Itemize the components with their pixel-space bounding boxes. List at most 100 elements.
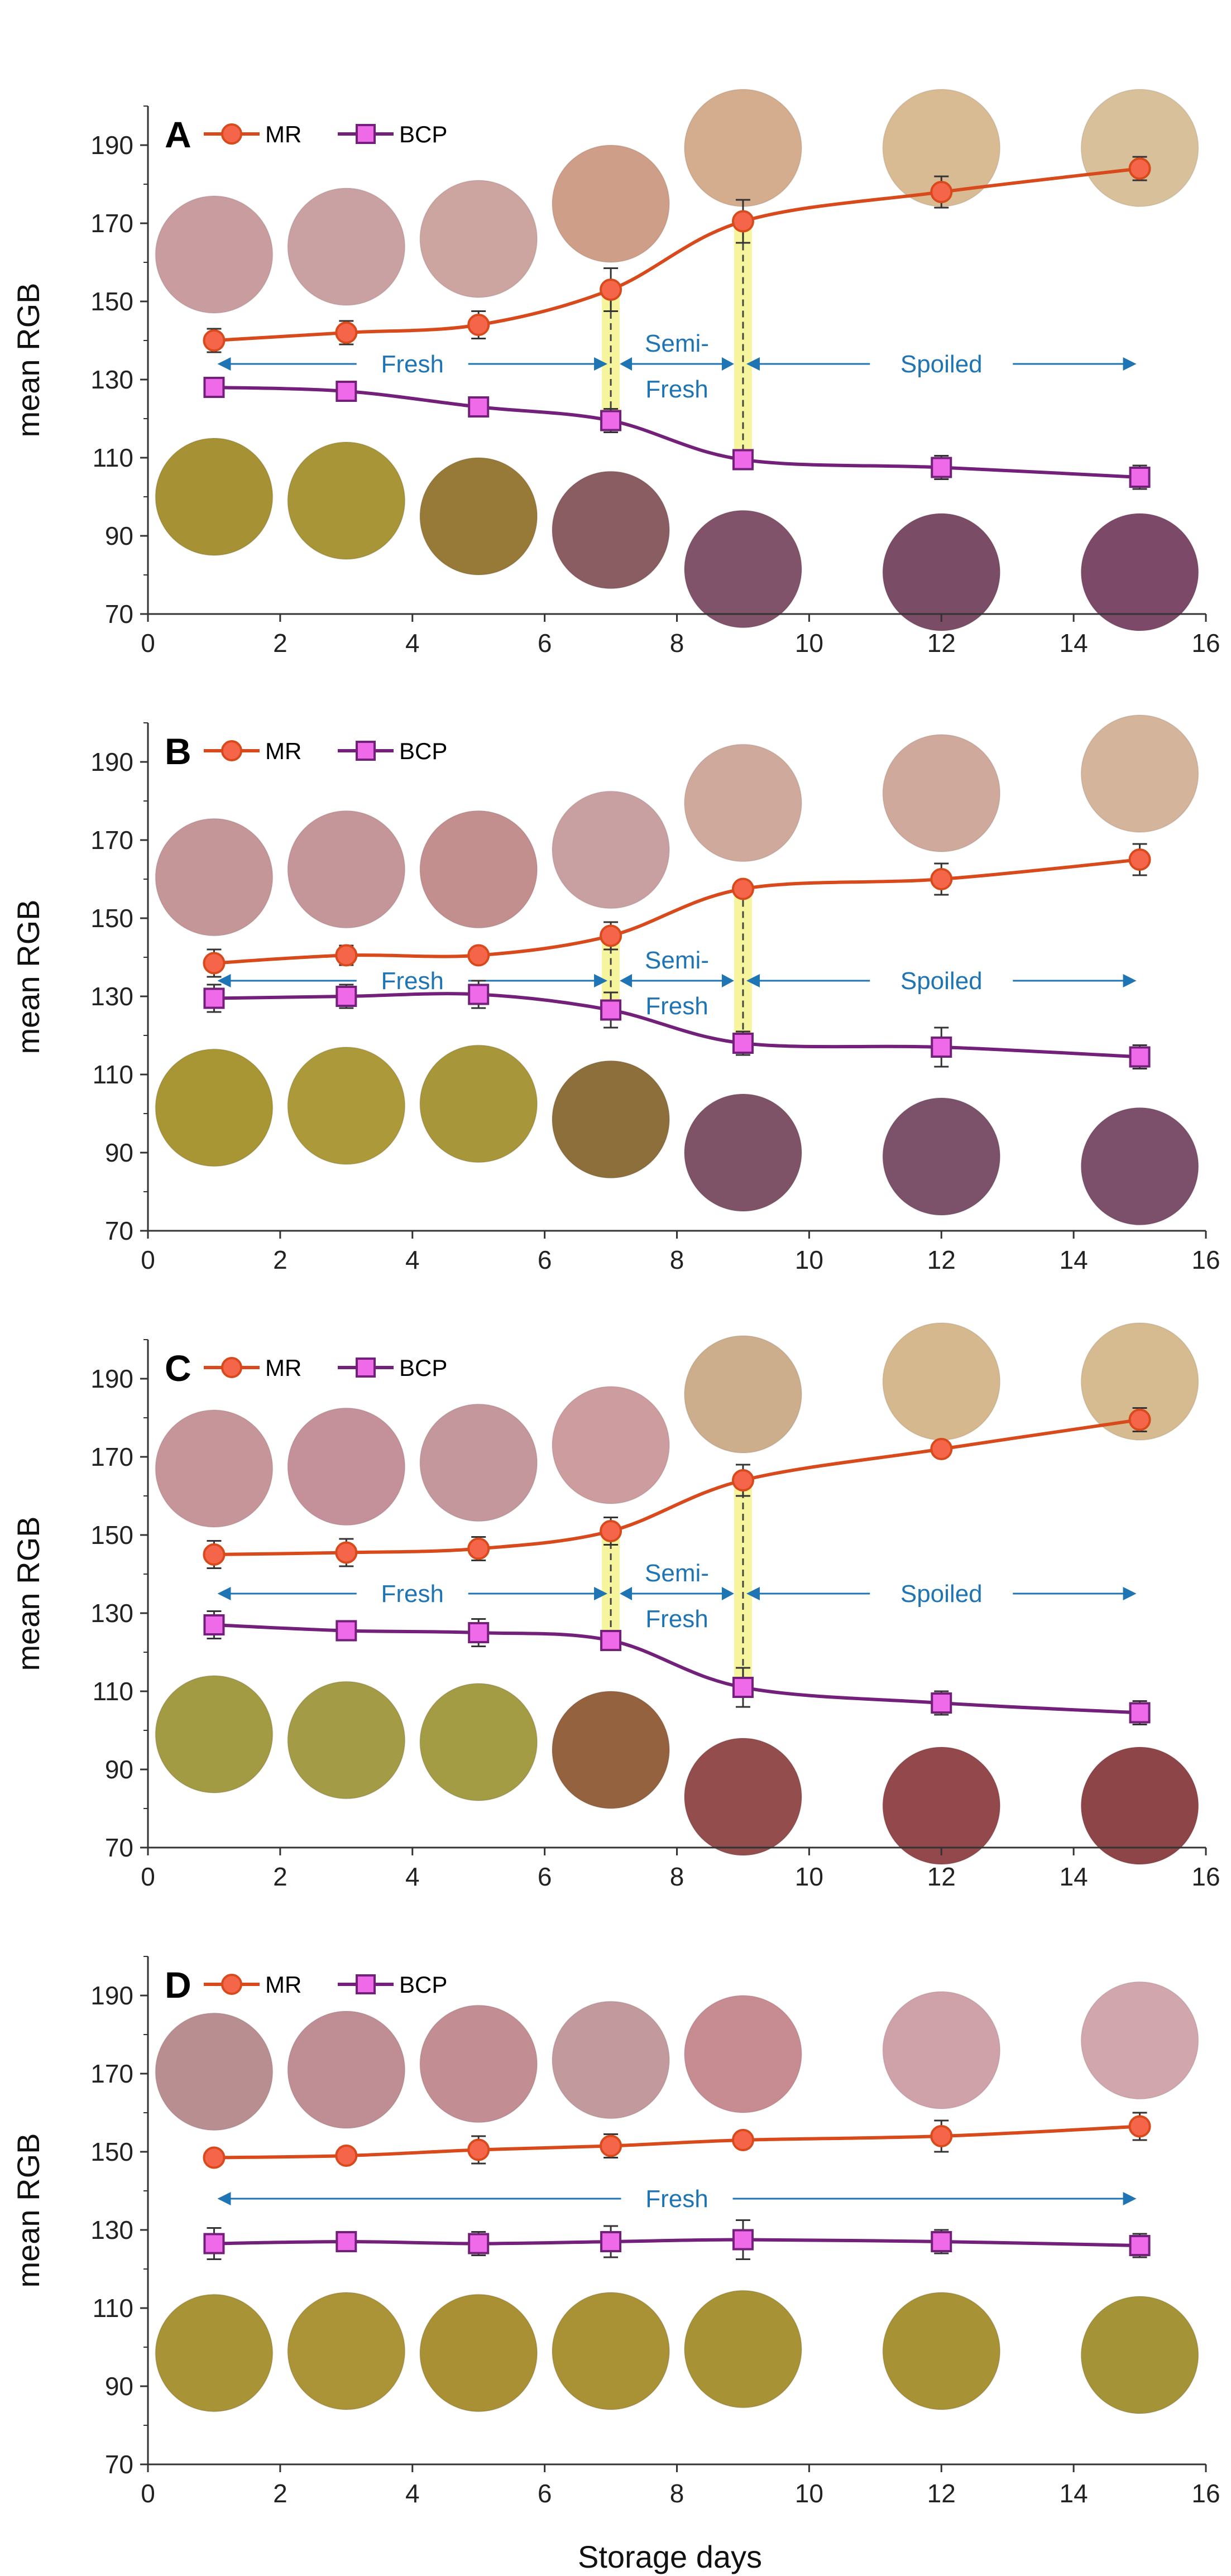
mr-swatch-image	[683, 1995, 802, 2113]
x-tick-label: 2	[273, 1245, 288, 1274]
mr-swatch-image	[419, 1403, 538, 1522]
x-tick-label: 10	[795, 1862, 823, 1891]
y-tick-label: 150	[90, 1520, 133, 1550]
bcp-swatch-image	[1080, 513, 1199, 631]
phase-arrowhead	[721, 357, 734, 371]
mr-swatch-image	[552, 2001, 670, 2119]
phase-label: Semi-	[645, 947, 709, 974]
x-tick-label: 14	[1060, 2479, 1088, 2508]
y-tick-label: 190	[90, 131, 133, 160]
mr-data-point	[731, 2129, 754, 2151]
mr-data-point	[930, 181, 953, 203]
bcp-data-point	[732, 449, 754, 471]
bcp-data-point	[336, 2231, 357, 2252]
legend-mr-marker	[221, 740, 242, 761]
phase-arrowhead	[217, 2192, 231, 2205]
bcp-swatch-image	[155, 1675, 274, 1793]
bcp-swatch-image	[552, 1691, 670, 1809]
phase-arrowhead	[217, 1587, 231, 1600]
y-tick-label: 150	[90, 2137, 133, 2166]
bcp-data-point	[600, 2231, 622, 2252]
mr-data-point	[1128, 848, 1151, 871]
bcp-data-point	[931, 2231, 952, 2252]
bcp-data-point	[203, 987, 225, 1009]
bcp-swatch-image	[552, 1060, 670, 1179]
mr-swatch-image	[882, 734, 1001, 852]
mr-data-point	[203, 1543, 226, 1566]
bcp-swatch-image	[287, 2292, 406, 2410]
x-tick-label: 8	[670, 629, 684, 658]
y-tick-label: 110	[93, 443, 133, 472]
bcp-swatch-image	[683, 1738, 802, 1856]
x-tick-label: 16	[1191, 1245, 1220, 1274]
phase-arrowhead	[594, 974, 608, 987]
bcp-swatch-image	[882, 2292, 1001, 2410]
x-tick-label: 12	[927, 1862, 956, 1891]
mr-swatch-image	[419, 810, 538, 929]
bcp-data-point	[732, 1677, 754, 1698]
phase-label: Fresh	[381, 1580, 444, 1608]
bcp-data-point	[931, 457, 952, 478]
y-tick-label: 70	[105, 599, 133, 629]
x-tick-label: 4	[405, 2479, 420, 2508]
x-tick-label: 16	[1191, 2479, 1220, 2508]
phase-label: Fresh	[645, 376, 708, 403]
y-tick-label: 150	[90, 287, 133, 316]
phase-arrowhead	[620, 357, 633, 371]
x-tick-label: 4	[405, 1245, 420, 1274]
mr-swatch-image	[287, 1407, 406, 1526]
legend-mr-label: MR	[265, 1355, 301, 1381]
mr-data-point	[930, 2125, 953, 2147]
y-tick-label: 110	[93, 1060, 133, 1089]
mr-data-point	[1128, 1408, 1151, 1431]
mr-data-point	[731, 877, 754, 900]
y-tick-label: 130	[90, 982, 133, 1011]
panel-d: Fresh 70 90 110 130 150 170 190 0 2 4 6 8 10 12 14 16 mea…	[11, 1956, 1220, 2508]
mr-data-point	[467, 1537, 490, 1560]
mr-swatch-image	[287, 2011, 406, 2129]
mr-data-point	[1128, 2115, 1151, 2138]
panel-label: B	[165, 731, 191, 772]
bcp-swatch-image	[419, 457, 538, 575]
x-tick-label: 4	[405, 629, 420, 658]
bcp-swatch-image	[419, 1044, 538, 1163]
mr-data-point	[731, 210, 754, 233]
y-axis-label: mean RGB	[11, 2133, 46, 2288]
x-tick-label: 6	[538, 1245, 552, 1274]
x-tick-label: 0	[141, 629, 155, 658]
mr-data-point	[600, 2134, 622, 2157]
x-tick-label: 8	[670, 1862, 684, 1891]
y-tick-label: 130	[90, 1599, 133, 1628]
bcp-swatch-image	[552, 471, 670, 589]
x-tick-label: 2	[273, 629, 288, 658]
x-tick-label: 8	[670, 1245, 684, 1274]
bcp-data-point	[336, 1620, 357, 1642]
mr-swatch-image	[155, 195, 274, 314]
phase-arrowhead	[1123, 1587, 1137, 1600]
phase-arrowhead	[1123, 974, 1137, 987]
bcp-data-point	[468, 396, 490, 418]
x-tick-label: 14	[1060, 1862, 1088, 1891]
phase-label: Fresh	[645, 1605, 708, 1633]
legend-mr-marker	[221, 1974, 242, 1995]
y-tick-label: 70	[105, 1216, 133, 1245]
y-tick-label: 190	[90, 747, 133, 776]
phase-arrowhead	[594, 1587, 608, 1600]
bcp-data-point	[336, 986, 357, 1007]
bcp-swatch-image	[882, 1097, 1001, 1216]
mr-data-point	[203, 952, 226, 975]
mr-swatch-image	[1080, 1322, 1199, 1441]
mr-swatch-image	[287, 188, 406, 306]
x-tick-label: 0	[141, 1862, 155, 1891]
mr-swatch-image	[552, 790, 670, 909]
panel-label: C	[165, 1347, 191, 1389]
phase-label: Spoiled	[901, 351, 983, 378]
phase-label: Fresh	[381, 967, 444, 995]
bcp-swatch-image	[155, 2294, 274, 2412]
bcp-swatch-image	[287, 442, 406, 560]
x-tick-label: 2	[273, 1862, 288, 1891]
mr-data-point	[600, 279, 622, 301]
x-tick-label: 12	[927, 629, 956, 658]
y-tick-label: 90	[105, 2372, 133, 2401]
bcp-data-point	[203, 377, 225, 398]
